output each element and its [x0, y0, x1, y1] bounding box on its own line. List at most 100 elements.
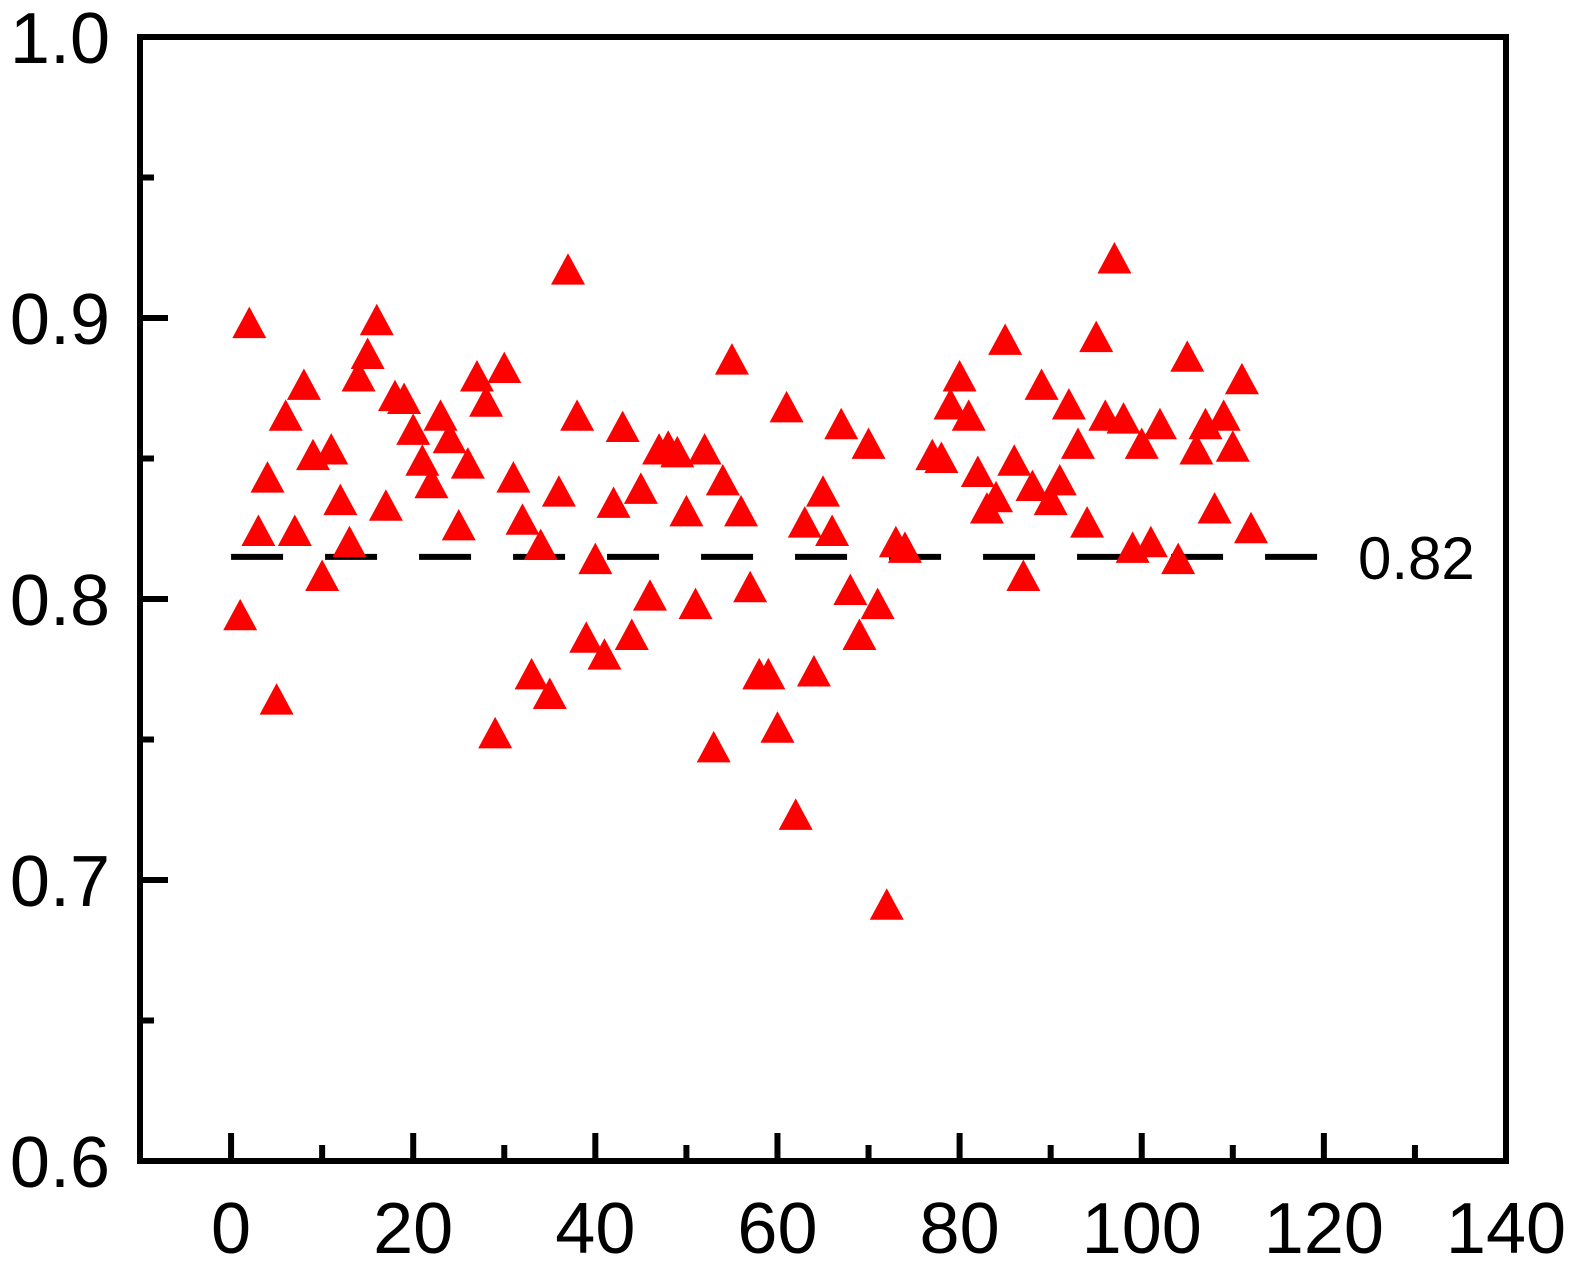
data-point-triangle [924, 441, 959, 473]
data-point-triangle [505, 503, 540, 535]
y-tick-label: 0.7 [10, 842, 110, 922]
data-point-triangle [396, 413, 431, 445]
data-point-triangle [323, 483, 358, 516]
data-point-triangle [851, 427, 886, 459]
data-point-triangle [1106, 402, 1141, 434]
data-point-triangle [1224, 362, 1259, 395]
data-point-triangle [678, 587, 713, 620]
data-point-triangle [478, 716, 513, 749]
data-point-triangle [250, 461, 285, 493]
data-point-triangle [1142, 407, 1177, 440]
data-point-triangle [514, 657, 549, 690]
data-point-triangle [259, 683, 294, 715]
x-tick-label: 40 [555, 1189, 635, 1263]
data-point-triangle [469, 385, 504, 417]
data-points [223, 241, 1269, 920]
data-point-triangle [869, 888, 904, 920]
data-point-triangle [614, 618, 649, 650]
data-point-triangle [1015, 469, 1050, 502]
data-point-triangle [1124, 427, 1159, 459]
data-point-triangle [232, 306, 267, 339]
data-point-triangle [341, 360, 376, 392]
data-point-triangle [632, 579, 667, 611]
data-point-triangle [942, 360, 977, 392]
x-tick-label: 140 [1446, 1189, 1566, 1263]
data-point-triangle [605, 410, 640, 443]
data-point-triangle [979, 480, 1014, 513]
data-point-triangle [696, 730, 731, 763]
data-point-triangle [1170, 340, 1205, 372]
data-point-triangle [241, 514, 276, 547]
data-point-triangle [368, 489, 403, 521]
data-point-triangle [724, 494, 759, 527]
data-point-triangle [569, 621, 604, 653]
data-point-triangle [824, 407, 859, 440]
data-point-triangle [751, 657, 786, 690]
axis-ticks [140, 34, 1509, 1164]
data-point-triangle [1161, 542, 1196, 575]
data-point-triangle [359, 303, 394, 336]
data-point-triangle [933, 388, 968, 420]
tick-labels: 0 20 40 60 80 100 120 140 0.6 0.7 0.8 0.9 1.0 [10, 0, 1566, 1263]
data-point-triangle [1070, 506, 1105, 538]
data-point-triangle [496, 461, 531, 493]
data-point-triangle [1097, 241, 1132, 274]
data-point-triangle [960, 455, 995, 487]
data-point-triangle [1079, 320, 1114, 353]
data-point-triangle [1215, 430, 1250, 462]
y-tick-label: 1.0 [10, 0, 110, 79]
data-point-triangle [578, 542, 613, 575]
data-point-triangle [842, 618, 877, 650]
data-point-triangle [441, 508, 476, 541]
data-point-triangle [268, 399, 303, 431]
data-point-triangle [450, 447, 485, 479]
data-point-triangle [387, 382, 422, 414]
data-point-triangle [669, 494, 704, 527]
data-point-triangle [459, 360, 494, 392]
data-point-triangle [1006, 559, 1041, 591]
y-tick-label: 0.6 [10, 1123, 110, 1203]
data-point-triangle [414, 466, 449, 499]
data-point-triangle [1197, 492, 1232, 524]
data-point-triangle [541, 475, 576, 507]
data-point-triangle [687, 433, 722, 465]
data-point-triangle [778, 798, 813, 830]
data-point-triangle [796, 655, 831, 687]
data-point-triangle [587, 638, 622, 670]
data-point-triangle [223, 598, 258, 631]
x-tick-label: 60 [737, 1189, 817, 1263]
plot-frame [137, 34, 1509, 1164]
x-tick-label: 0 [211, 1189, 251, 1263]
data-point-triangle [1188, 407, 1223, 440]
data-point-triangle [1179, 433, 1214, 465]
data-point-triangle [760, 711, 795, 743]
data-point-triangle [1051, 388, 1086, 420]
data-point-triangle [1206, 399, 1241, 431]
data-point-triangle [277, 514, 312, 547]
data-point-triangle [423, 399, 458, 431]
data-point-triangle [887, 531, 922, 563]
x-tick-label: 80 [920, 1189, 1000, 1263]
data-point-triangle [487, 351, 522, 384]
y-tick-label: 0.8 [10, 561, 110, 641]
data-point-triangle [997, 444, 1032, 476]
data-point-triangle [314, 433, 349, 465]
reference-line-label: 0.82 [1358, 525, 1475, 592]
data-point-triangle [596, 486, 631, 518]
data-point-triangle [523, 528, 558, 561]
x-tick-label: 20 [373, 1189, 453, 1263]
data-point-triangle [660, 435, 695, 468]
data-point-triangle [1042, 463, 1077, 496]
data-point-triangle [988, 323, 1023, 355]
data-point-triangle [286, 368, 321, 400]
data-point-triangle [705, 463, 740, 496]
data-point-triangle [332, 525, 367, 558]
data-point-triangle [714, 343, 749, 375]
data-point-triangle [1033, 483, 1068, 516]
data-point-triangle [815, 514, 850, 547]
data-point-triangle [432, 421, 467, 454]
data-point-triangle [532, 677, 567, 709]
data-point-triangle [733, 570, 768, 603]
x-tick-label: 100 [1082, 1189, 1202, 1263]
x-tick-label: 120 [1264, 1189, 1384, 1263]
